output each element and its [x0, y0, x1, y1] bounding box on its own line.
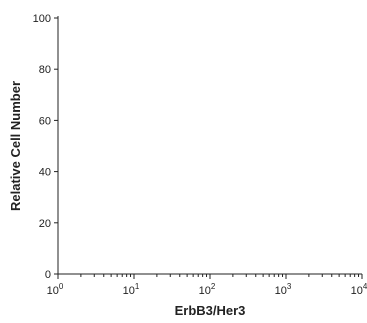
x-tick-label: 102: [199, 282, 216, 297]
x-tick-label: 104: [351, 282, 367, 297]
y-tick-label: 40: [39, 167, 51, 179]
y-tick-label: 60: [39, 115, 51, 127]
y-tick-label: 20: [39, 218, 51, 230]
x-axis-ticks: 100 101 102 103 104: [47, 274, 367, 297]
x-tick-label: 101: [123, 282, 140, 297]
y-axis-title: Relative Cell Number: [8, 81, 23, 211]
x-tick-label: 100: [47, 282, 64, 297]
y-tick-label: 80: [39, 64, 51, 76]
x-tick-label: 103: [275, 282, 292, 297]
y-axis-ticks: 0 20 40 60 80 100: [33, 13, 58, 281]
y-tick-label: 0: [45, 269, 51, 281]
x-axis-title: ErbB3/Her3: [175, 303, 246, 318]
y-tick-label: 100: [33, 13, 51, 25]
